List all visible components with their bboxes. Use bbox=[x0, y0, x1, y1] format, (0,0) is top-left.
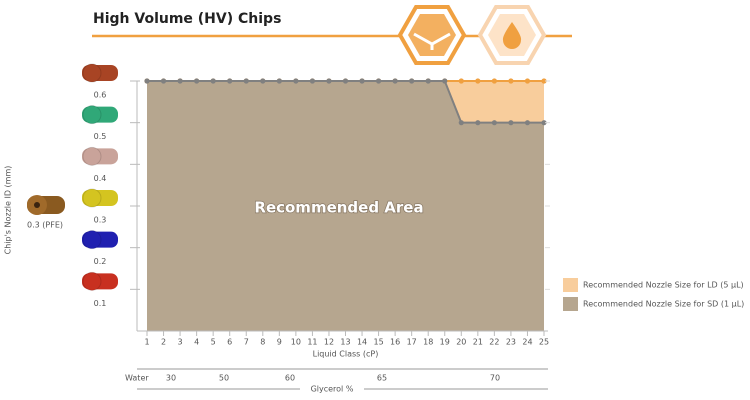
point bbox=[160, 78, 167, 84]
glycerol-value: 50 bbox=[219, 374, 229, 383]
x-tick-label: 5 bbox=[211, 338, 216, 347]
y-tick-label: 0.1 bbox=[94, 299, 107, 308]
x-tick-label: 8 bbox=[260, 338, 265, 347]
point bbox=[458, 78, 464, 84]
glycerol-value: 70 bbox=[490, 374, 500, 383]
point bbox=[276, 78, 282, 84]
legend-swatch bbox=[563, 278, 578, 292]
nozzle-icon bbox=[82, 230, 102, 250]
legend-swatch bbox=[563, 297, 578, 311]
x-tick-label: 2 bbox=[161, 338, 166, 347]
point bbox=[144, 78, 150, 84]
point bbox=[375, 78, 382, 84]
point bbox=[342, 78, 349, 84]
point bbox=[293, 78, 299, 84]
x-tick-label: 4 bbox=[194, 338, 199, 347]
point bbox=[491, 78, 497, 84]
x-tick-label: 23 bbox=[506, 338, 516, 347]
area bbox=[147, 81, 544, 331]
nozzle-icon bbox=[82, 271, 102, 291]
hex-icon-dispense bbox=[397, 5, 467, 65]
point bbox=[243, 78, 249, 84]
x-tick-label: 16 bbox=[390, 338, 400, 347]
point bbox=[541, 120, 547, 126]
y-tick-label: 0.2 bbox=[94, 257, 107, 266]
x-tick-label: 13 bbox=[340, 338, 350, 347]
point bbox=[177, 78, 183, 84]
glycerol-value: 60 bbox=[285, 374, 295, 383]
x-tick-label: 19 bbox=[440, 338, 450, 347]
x-tick-label: 22 bbox=[489, 338, 499, 347]
x-tick-label: 17 bbox=[407, 338, 417, 347]
point bbox=[541, 78, 547, 84]
y-tick-label: 0.4 bbox=[94, 174, 107, 183]
x-tick-label: 7 bbox=[244, 338, 249, 347]
y-tick-label: 0.5 bbox=[94, 132, 107, 141]
x-tick-label: 11 bbox=[307, 338, 317, 347]
point bbox=[475, 78, 481, 84]
glycerol-value: 65 bbox=[377, 374, 387, 383]
point bbox=[425, 78, 431, 84]
annotation: Recommended Area bbox=[254, 199, 423, 217]
pfe-icon bbox=[27, 195, 65, 215]
point bbox=[359, 78, 365, 84]
chart-title: High Volume (HV) Chips bbox=[93, 11, 281, 27]
x-tick-label: 9 bbox=[277, 338, 282, 347]
x-tick-label: 20 bbox=[456, 338, 466, 347]
point bbox=[458, 120, 464, 126]
legend-label: Recommended Nozzle Size for LD (5 µL) bbox=[583, 281, 744, 290]
point bbox=[227, 78, 233, 84]
x-tick-label: 14 bbox=[357, 338, 367, 347]
pfe-label: 0.3 (PFE) bbox=[27, 221, 63, 230]
x-tick-label: 3 bbox=[178, 338, 183, 347]
nozzle-icon bbox=[82, 105, 102, 125]
point bbox=[392, 78, 398, 84]
x-tick-label: 25 bbox=[539, 338, 549, 347]
x-tick-label: 6 bbox=[227, 338, 232, 347]
point bbox=[475, 120, 481, 126]
point bbox=[524, 120, 531, 126]
hex-icon-liquid bbox=[477, 5, 547, 65]
y-tick-label: 0.3 bbox=[94, 216, 107, 225]
point bbox=[210, 78, 216, 84]
point bbox=[309, 78, 316, 84]
legend-label: Recommended Nozzle Size for SD (1 µL) bbox=[583, 300, 744, 309]
x-tick-label: 24 bbox=[522, 338, 532, 347]
x-axis-label: Liquid Class (cP) bbox=[313, 350, 379, 359]
nozzle-icon bbox=[82, 63, 102, 83]
point bbox=[442, 78, 448, 84]
x-tick-label: 15 bbox=[373, 338, 383, 347]
point bbox=[194, 78, 200, 84]
nozzle-icon bbox=[82, 188, 102, 208]
y-axis-label: Chip's Nozzle ID (mm) bbox=[4, 166, 13, 255]
point bbox=[508, 120, 514, 126]
glycerol-label: Glycerol % bbox=[311, 385, 354, 394]
x-tick-label: 10 bbox=[291, 338, 301, 347]
point bbox=[508, 78, 514, 84]
x-tick-label: 1 bbox=[144, 338, 149, 347]
x-tick-label: 18 bbox=[423, 338, 433, 347]
x-tick-label: 12 bbox=[324, 338, 334, 347]
point bbox=[326, 78, 332, 84]
x-tick-label: 21 bbox=[473, 338, 483, 347]
point bbox=[491, 120, 497, 126]
point bbox=[409, 78, 415, 84]
glycerol-value: 30 bbox=[166, 374, 176, 383]
y-tick-label: 0.6 bbox=[94, 91, 107, 100]
nozzle-icon bbox=[82, 146, 102, 166]
water-label: Water bbox=[125, 374, 149, 383]
point bbox=[524, 78, 531, 84]
point bbox=[260, 78, 266, 84]
